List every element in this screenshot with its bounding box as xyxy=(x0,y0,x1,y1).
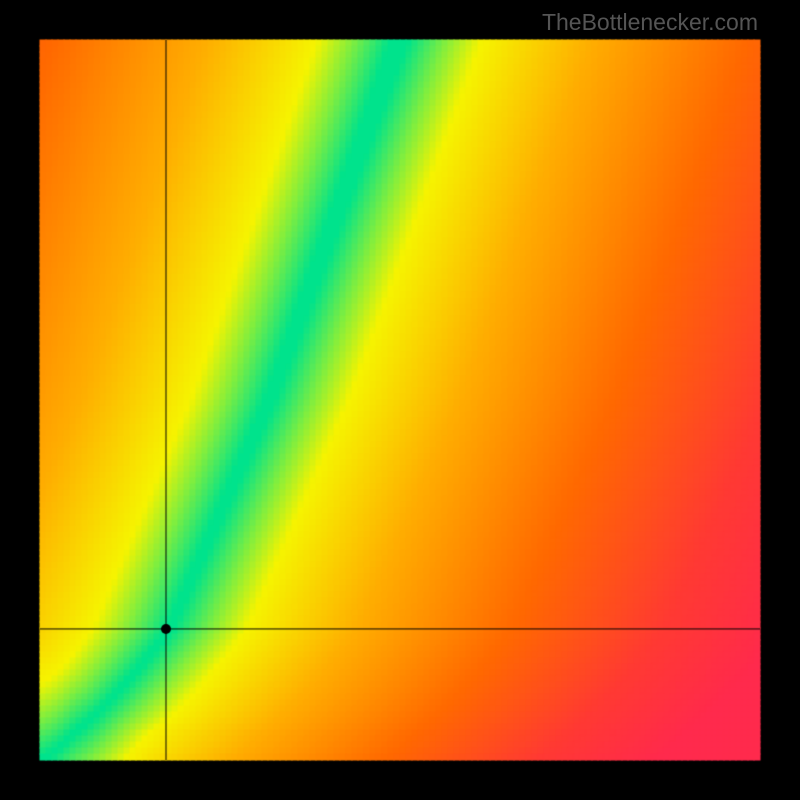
watermark-text: TheBottlenecker.com xyxy=(542,9,758,36)
bottleneck-heatmap xyxy=(0,0,800,800)
